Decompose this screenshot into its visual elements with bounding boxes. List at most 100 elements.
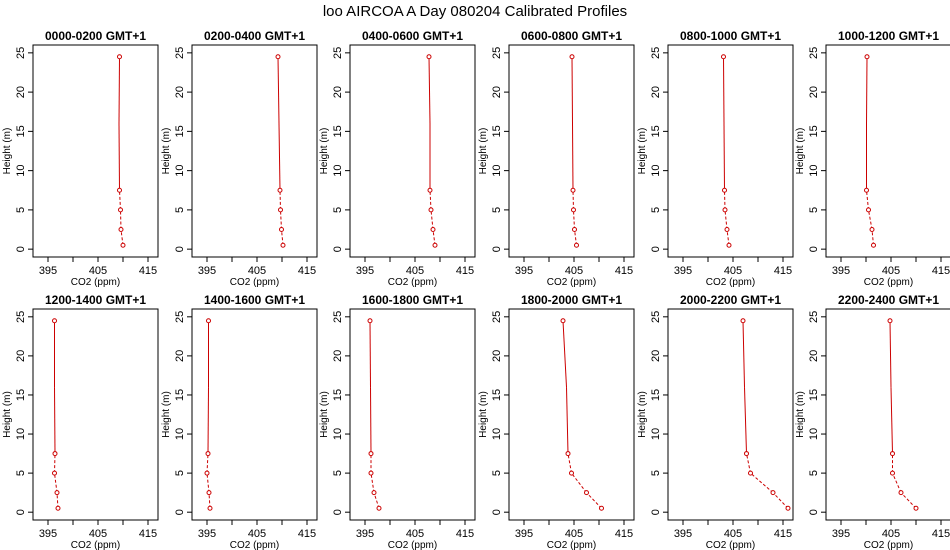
panel-title: 0600-0800 GMT+1 bbox=[521, 29, 622, 43]
plot-frame bbox=[508, 44, 635, 258]
y-axis-label: Height (m) bbox=[478, 391, 489, 438]
y-tick-label: 5 bbox=[332, 470, 344, 476]
plot-frame bbox=[349, 308, 476, 521]
x-tick-label: 405 bbox=[89, 528, 107, 540]
data-point bbox=[277, 187, 283, 193]
data-point bbox=[744, 451, 749, 457]
plot-frame bbox=[667, 44, 794, 258]
y-tick-label: 10 bbox=[15, 165, 27, 177]
data-point bbox=[722, 207, 728, 213]
y-tick-label: 25 bbox=[650, 47, 662, 59]
profile-panel: 1000-1200 GMT+1 395 405 415 0 5 10 15 20 25 CO2 (p… bbox=[795, 29, 950, 288]
data-point bbox=[117, 54, 122, 60]
data-point bbox=[371, 490, 377, 496]
series-line-segment bbox=[866, 56, 868, 124]
x-tick-label: 415 bbox=[139, 265, 157, 277]
y-tick-label: 5 bbox=[808, 207, 820, 213]
y-tick-label: 5 bbox=[491, 470, 503, 476]
series-line-segment bbox=[277, 56, 280, 124]
y-tick-label: 20 bbox=[491, 86, 503, 98]
panel-title: 0800-1000 GMT+1 bbox=[680, 29, 781, 43]
plot-frame bbox=[191, 308, 318, 521]
data-point bbox=[574, 242, 579, 248]
series-line-segment bbox=[206, 473, 210, 493]
series-line-segment bbox=[56, 492, 59, 509]
y-tick-label: 20 bbox=[174, 350, 186, 362]
series-line-segment bbox=[279, 190, 281, 210]
y-tick-label: 20 bbox=[174, 86, 186, 98]
y-tick-label: 5 bbox=[15, 470, 27, 476]
data-point bbox=[54, 490, 60, 496]
y-tick-label: 0 bbox=[15, 509, 27, 515]
x-axis-label: CO2 (ppm) bbox=[71, 277, 120, 288]
data-point bbox=[571, 207, 576, 213]
data-point bbox=[864, 54, 870, 60]
data-point bbox=[55, 505, 61, 511]
x-tick-label: 395 bbox=[356, 265, 374, 277]
y-tick-label: 20 bbox=[15, 350, 27, 362]
panel-title: 1400-1600 GMT+1 bbox=[204, 293, 305, 307]
figure-title: loo AIRCOA A Day 080204 Calibrated Profi… bbox=[323, 3, 627, 20]
series-line-segment bbox=[280, 209, 282, 230]
x-tick-label: 415 bbox=[139, 528, 157, 540]
x-tick-label: 415 bbox=[932, 265, 950, 277]
series-line-segment bbox=[900, 492, 917, 509]
data-point bbox=[52, 470, 57, 476]
y-tick-label: 15 bbox=[650, 389, 662, 401]
data-point bbox=[740, 318, 746, 324]
series-line-segment bbox=[772, 492, 789, 509]
data-point bbox=[913, 505, 919, 511]
plot-frame bbox=[32, 308, 159, 521]
y-tick-label: 25 bbox=[332, 47, 344, 59]
x-tick-label: 405 bbox=[248, 528, 266, 540]
y-tick-label: 0 bbox=[15, 246, 27, 252]
profile-panel: 0200-0400 GMT+1 395 405 415 0 5 10 15 20 25 CO2 (p… bbox=[161, 29, 318, 288]
profile-panel: 1600-1800 GMT+1 395 405 415 0 5 10 15 20 25 CO2 (p… bbox=[319, 293, 476, 550]
x-tick-label: 415 bbox=[774, 528, 792, 540]
profile-panel: 0600-0800 GMT+1 395 405 415 0 5 10 15 20 25 CO2 (p… bbox=[478, 29, 635, 288]
data-point bbox=[569, 470, 574, 476]
data-point bbox=[204, 470, 210, 476]
data-point bbox=[280, 242, 286, 248]
x-tick-label: 405 bbox=[724, 528, 742, 540]
series-line-segment bbox=[750, 472, 774, 494]
x-axis-label: CO2 (ppm) bbox=[388, 277, 437, 288]
x-tick-label: 405 bbox=[406, 265, 424, 277]
y-tick-label: 5 bbox=[808, 470, 820, 476]
x-axis-label: CO2 (ppm) bbox=[230, 277, 279, 288]
series-line-segment bbox=[54, 387, 56, 454]
x-tick-label: 415 bbox=[615, 265, 633, 277]
panel-title: 1000-1200 GMT+1 bbox=[838, 29, 939, 43]
data-point bbox=[368, 470, 374, 476]
profile-panel: 1200-1400 GMT+1 395 405 415 0 5 10 15 20 25 CO2 (p… bbox=[2, 293, 159, 550]
y-tick-label: 25 bbox=[808, 311, 820, 323]
x-tick-label: 415 bbox=[932, 528, 950, 540]
series-line-segment bbox=[573, 209, 575, 230]
x-tick-label: 415 bbox=[298, 528, 316, 540]
data-point bbox=[427, 187, 433, 193]
x-tick-label: 395 bbox=[832, 265, 850, 277]
y-axis-label: Height (m) bbox=[319, 128, 330, 175]
x-tick-label: 415 bbox=[456, 265, 474, 277]
series-line-segment bbox=[892, 472, 902, 493]
profile-panel: 1800-2000 GMT+1 395 405 415 0 5 10 15 20 25 CO2 (p… bbox=[478, 293, 635, 550]
series-line-segment bbox=[890, 387, 893, 454]
y-tick-label: 20 bbox=[332, 86, 344, 98]
data-point bbox=[570, 187, 576, 193]
y-tick-label: 25 bbox=[808, 47, 820, 59]
data-point bbox=[569, 54, 575, 60]
y-tick-label: 15 bbox=[808, 125, 820, 137]
y-tick-label: 0 bbox=[174, 246, 186, 252]
data-point bbox=[205, 451, 211, 457]
series-line-segment bbox=[428, 56, 431, 124]
y-tick-label: 10 bbox=[15, 428, 27, 440]
y-tick-label: 10 bbox=[808, 428, 820, 440]
panel-title: 0200-0400 GMT+1 bbox=[204, 29, 305, 43]
data-point bbox=[117, 187, 122, 193]
y-tick-label: 0 bbox=[332, 246, 344, 252]
plot-frame bbox=[191, 44, 318, 258]
x-tick-label: 405 bbox=[565, 265, 583, 277]
series-line-segment bbox=[746, 453, 751, 474]
data-point bbox=[207, 505, 213, 511]
series-line-segment bbox=[566, 387, 569, 454]
